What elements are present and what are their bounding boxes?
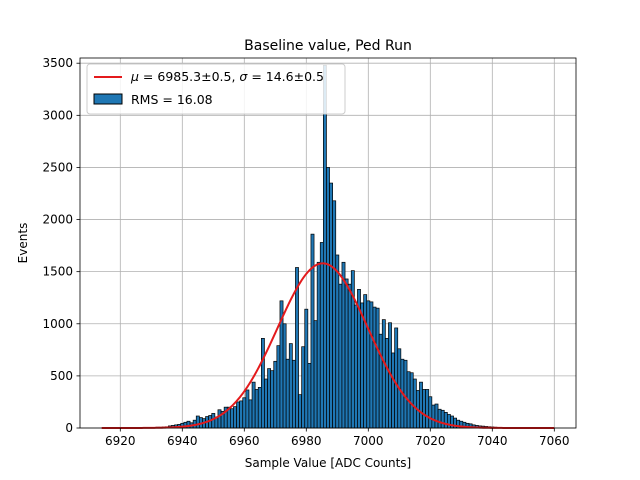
histogram-bar [422, 389, 426, 429]
gaussian-fit-curve [101, 262, 555, 429]
histogram-bar [230, 408, 234, 429]
histogram-bar [257, 387, 262, 429]
histogram-bars [149, 64, 510, 429]
y-axis-label: Events [16, 223, 30, 264]
histogram-bar [412, 378, 417, 429]
histogram-bar [270, 370, 275, 429]
histogram-bar [276, 345, 281, 429]
x-tick-label: 6960 [229, 434, 260, 448]
histogram-bar [304, 308, 309, 429]
histogram-bar [428, 396, 433, 429]
histogram-bar [282, 323, 287, 429]
histogram-bar [316, 261, 321, 429]
histogram-bar [307, 363, 312, 429]
histogram-bar [264, 378, 268, 429]
histogram-bar [329, 182, 333, 429]
histogram-bar [326, 167, 330, 429]
histogram-bar [217, 409, 222, 429]
histogram-bar [239, 400, 244, 429]
x-axis-label: Sample Value [ADC Counts] [245, 456, 411, 470]
histogram-bar [447, 414, 451, 429]
histogram-bar [369, 301, 374, 429]
histogram-bar [381, 319, 386, 429]
plot-frame [79, 57, 577, 429]
histogram-bar [372, 306, 377, 429]
histogram-bar [391, 352, 395, 429]
legend-histogram-label: RMS = 16.08 [131, 92, 213, 107]
histogram-bar [443, 412, 448, 429]
x-tick-label: 7000 [353, 434, 384, 448]
legend-box [86, 63, 346, 115]
x-tick-label: 6940 [167, 434, 198, 448]
histogram-bar [242, 397, 247, 429]
histogram-bar [195, 415, 200, 429]
y-tick-label: 2500 [42, 160, 73, 174]
histogram-bar [440, 409, 445, 429]
y-tick-label: 0 [65, 421, 73, 435]
y-tick-label: 1500 [42, 265, 73, 279]
histogram-bar [360, 302, 364, 429]
histogram-bar [385, 338, 389, 429]
x-tick-label: 7060 [539, 434, 570, 448]
y-tick-label: 500 [50, 369, 73, 383]
y-tick-label: 2000 [42, 213, 73, 227]
chart-title: Baseline value, Ped Run [244, 38, 412, 54]
histogram-bar [341, 261, 346, 429]
histogram-bar [285, 358, 290, 429]
histogram-bar [233, 406, 237, 429]
histogram-bar [409, 372, 414, 429]
y-axis-ticks: 0 500 1000 1500 2000 2500 3000 3500 [42, 56, 80, 435]
histogram-bar [301, 346, 306, 429]
histogram-bar [323, 64, 327, 429]
histogram-bar [431, 404, 436, 429]
histogram-bar [394, 327, 399, 429]
histogram-bar [288, 343, 293, 429]
histogram-bar [298, 394, 302, 429]
x-tick-label: 7020 [415, 434, 446, 448]
histogram-bar [245, 389, 250, 429]
x-tick-label: 6920 [105, 434, 136, 448]
histogram-bar [319, 242, 324, 429]
x-axis-ticks: 6920 6940 6960 6980 7000 7020 7040 7060 [105, 428, 570, 448]
histogram-bar [267, 368, 271, 429]
histogram-bar [354, 304, 358, 429]
histogram-bar [344, 278, 349, 429]
histogram-bar [378, 333, 383, 429]
histogram-bar [419, 381, 423, 429]
histogram-bar [261, 338, 265, 429]
histogram-bar [236, 401, 241, 429]
histogram-bar [437, 408, 442, 429]
histogram-bar [248, 399, 253, 429]
y-tick-label: 1000 [42, 317, 73, 331]
histogram-bar [425, 389, 430, 429]
histogram-bar [254, 389, 259, 429]
histogram-bar [366, 300, 371, 429]
histogram-bar [310, 233, 315, 429]
x-tick-label: 7040 [477, 434, 508, 448]
histogram-bar [434, 403, 439, 429]
histogram-bar [375, 307, 380, 429]
legend-fit-mu: μ [130, 69, 139, 84]
histogram-bar [313, 320, 318, 429]
y-tick-label: 3500 [42, 56, 73, 70]
legend-fit-label: μ = 6985.3±0.5, σ = 14.6±0.5 [130, 69, 324, 84]
histogram-bar [332, 200, 337, 429]
histogram-bar [251, 381, 256, 429]
legend-fit-sigma-value: = 14.6±0.5 [247, 69, 324, 84]
histogram-bar [335, 254, 340, 429]
x-tick-label: 6980 [291, 434, 322, 448]
histogram-bar [292, 359, 296, 429]
legend-fit-mu-value: = 6985.3±0.5, [139, 69, 239, 84]
legend-histogram-swatch [93, 93, 123, 105]
y-tick-label: 3000 [42, 108, 73, 122]
histogram-bar [273, 360, 278, 429]
histogram-bar [338, 283, 343, 429]
histogram-bar [363, 294, 368, 429]
legend-fit-sigma: σ [239, 69, 248, 84]
histogram-bar [347, 283, 352, 429]
legend: μ = 6985.3±0.5, σ = 14.6±0.5 RMS = 16.08 [86, 63, 346, 115]
